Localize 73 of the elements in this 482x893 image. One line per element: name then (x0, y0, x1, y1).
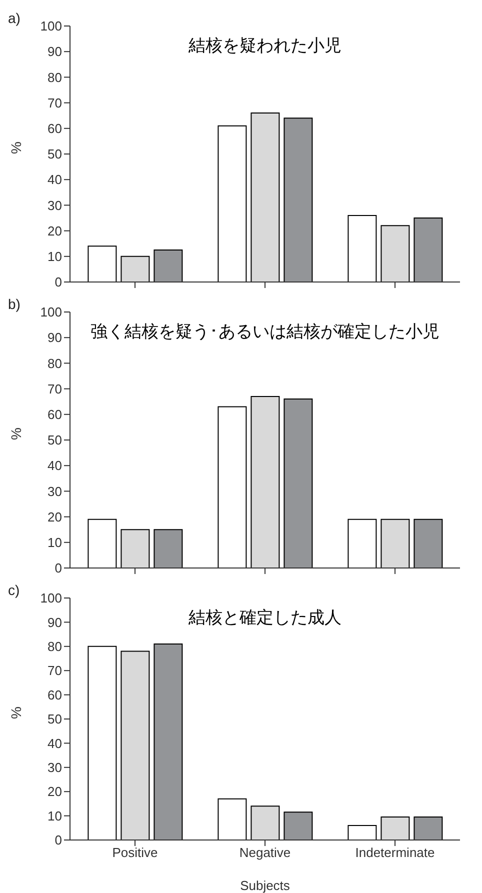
text: 結核を疑われた小児 (188, 35, 342, 57)
y-tick-label: 0 (54, 560, 62, 576)
bar (414, 218, 443, 282)
bar (88, 246, 117, 282)
bar (380, 225, 410, 282)
y-tick-label: 60 (48, 407, 62, 422)
bar (154, 250, 183, 282)
text: a) (8, 10, 20, 26)
x-tick-label: Negative (239, 845, 291, 860)
bar (88, 646, 117, 840)
y-tick-label: 90 (48, 614, 62, 630)
y-tick-label: 50 (48, 432, 62, 448)
y-tick-label: 50 (48, 146, 62, 162)
bar (120, 256, 150, 282)
bar (120, 529, 150, 568)
x-axis-title: Subjects (240, 878, 290, 893)
bar (414, 518, 443, 568)
bar (250, 806, 280, 840)
y-tick-label: 10 (48, 535, 62, 550)
y-tick-label: 20 (48, 509, 62, 524)
y-axis-title: % (8, 706, 24, 719)
y-tick-label: 50 (48, 712, 62, 727)
y-tick-label: 60 (48, 687, 62, 702)
bar (218, 125, 247, 282)
bar (348, 824, 377, 840)
y-tick-label: 80 (48, 356, 62, 371)
bar (380, 816, 410, 840)
bar (414, 816, 443, 840)
y-axis-title: % (8, 428, 24, 440)
y-tick-label: 60 (48, 121, 62, 136)
y-tick-label: 90 (48, 330, 62, 346)
text: 強く結核を疑う･あるいは結核が確定した小児 (90, 321, 440, 343)
text: 結核と確定した成人 (188, 607, 342, 629)
bar (250, 112, 280, 282)
bar (380, 518, 410, 568)
y-tick-label: 90 (48, 44, 62, 60)
bar (218, 406, 247, 568)
y-tick-label: 20 (48, 223, 62, 238)
y-tick-label: 100 (40, 18, 62, 34)
text: c) (8, 582, 20, 598)
bar (120, 650, 150, 840)
y-tick-label: 30 (48, 484, 62, 499)
bar (88, 518, 117, 568)
bar (348, 214, 377, 282)
bar (250, 396, 280, 568)
y-tick-label: 40 (48, 736, 62, 751)
y-tick-label: 70 (48, 95, 62, 110)
y-tick-label: 40 (48, 458, 62, 474)
bar (218, 798, 247, 840)
x-tick-label: Indeterminate (355, 845, 435, 860)
x-tick-label: Positive (112, 845, 158, 860)
y-tick-label: 20 (48, 784, 62, 800)
y-tick-label: 70 (48, 663, 62, 678)
bar (284, 398, 313, 568)
bar (284, 118, 313, 282)
bar (348, 518, 377, 568)
bar (154, 643, 183, 840)
y-axis-title: % (8, 142, 24, 154)
bar (154, 529, 183, 568)
y-tick-label: 40 (48, 172, 62, 188)
bar (284, 812, 313, 840)
text: b) (8, 296, 20, 312)
y-tick-label: 100 (40, 304, 62, 320)
y-tick-label: 0 (54, 274, 62, 290)
y-tick-label: 70 (48, 381, 62, 396)
y-tick-label: 30 (48, 760, 62, 776)
y-tick-label: 80 (48, 639, 62, 654)
y-tick-label: 0 (54, 832, 62, 848)
y-tick-label: 10 (48, 808, 62, 824)
y-tick-label: 80 (48, 70, 62, 85)
y-tick-label: 100 (40, 590, 62, 606)
y-tick-label: 30 (48, 198, 62, 213)
y-tick-label: 10 (48, 249, 62, 264)
